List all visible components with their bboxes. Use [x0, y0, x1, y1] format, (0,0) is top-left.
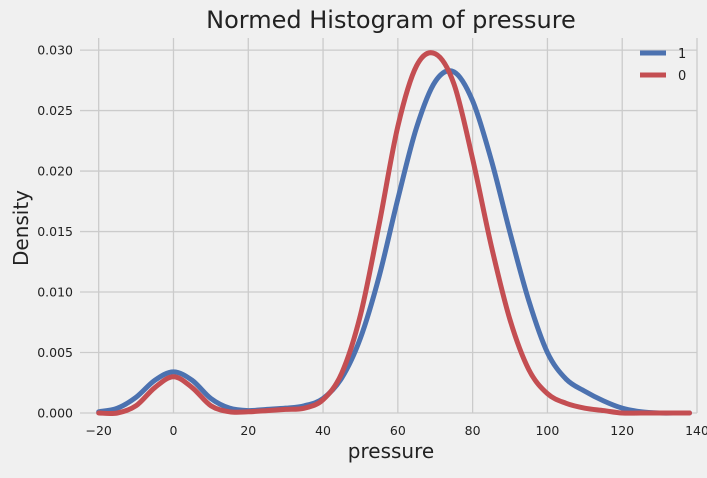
x-tick-label: 40 — [315, 423, 331, 438]
chart-title: Normed Histogram of pressure — [206, 6, 576, 34]
y-tick-label: 0.030 — [37, 43, 73, 58]
x-tick-label: 20 — [240, 423, 256, 438]
x-tick-label: 140 — [685, 423, 707, 438]
y-tick-label: 0.000 — [37, 406, 73, 421]
x-tick-label: 80 — [465, 423, 481, 438]
y-tick-label: 0.010 — [37, 285, 73, 300]
x-axis-label: pressure — [348, 439, 434, 463]
tick-labels: −20 0 20 40 60 80 100 120 140 0.000 0.005 0.010 0.01… — [37, 43, 707, 438]
x-tick-label: 0 — [170, 423, 178, 438]
x-tick-label: 100 — [535, 423, 559, 438]
y-tick-label: 0.015 — [37, 224, 73, 239]
y-tick-label: 0.020 — [37, 164, 73, 179]
x-tick-label: 60 — [390, 423, 406, 438]
y-tick-label: 0.025 — [37, 103, 73, 118]
series-line-1 — [96, 68, 693, 416]
x-tick-label: −20 — [86, 423, 112, 438]
legend: 1 0 — [640, 47, 686, 84]
legend-label-series-1: 1 — [678, 47, 686, 62]
series-line-0 — [96, 50, 693, 417]
x-tick-label: 120 — [610, 423, 634, 438]
y-tick-label: 0.005 — [37, 345, 73, 360]
legend-label-series-0: 0 — [678, 69, 686, 84]
series-lines — [96, 50, 693, 417]
y-axis-label: Density — [9, 190, 33, 266]
